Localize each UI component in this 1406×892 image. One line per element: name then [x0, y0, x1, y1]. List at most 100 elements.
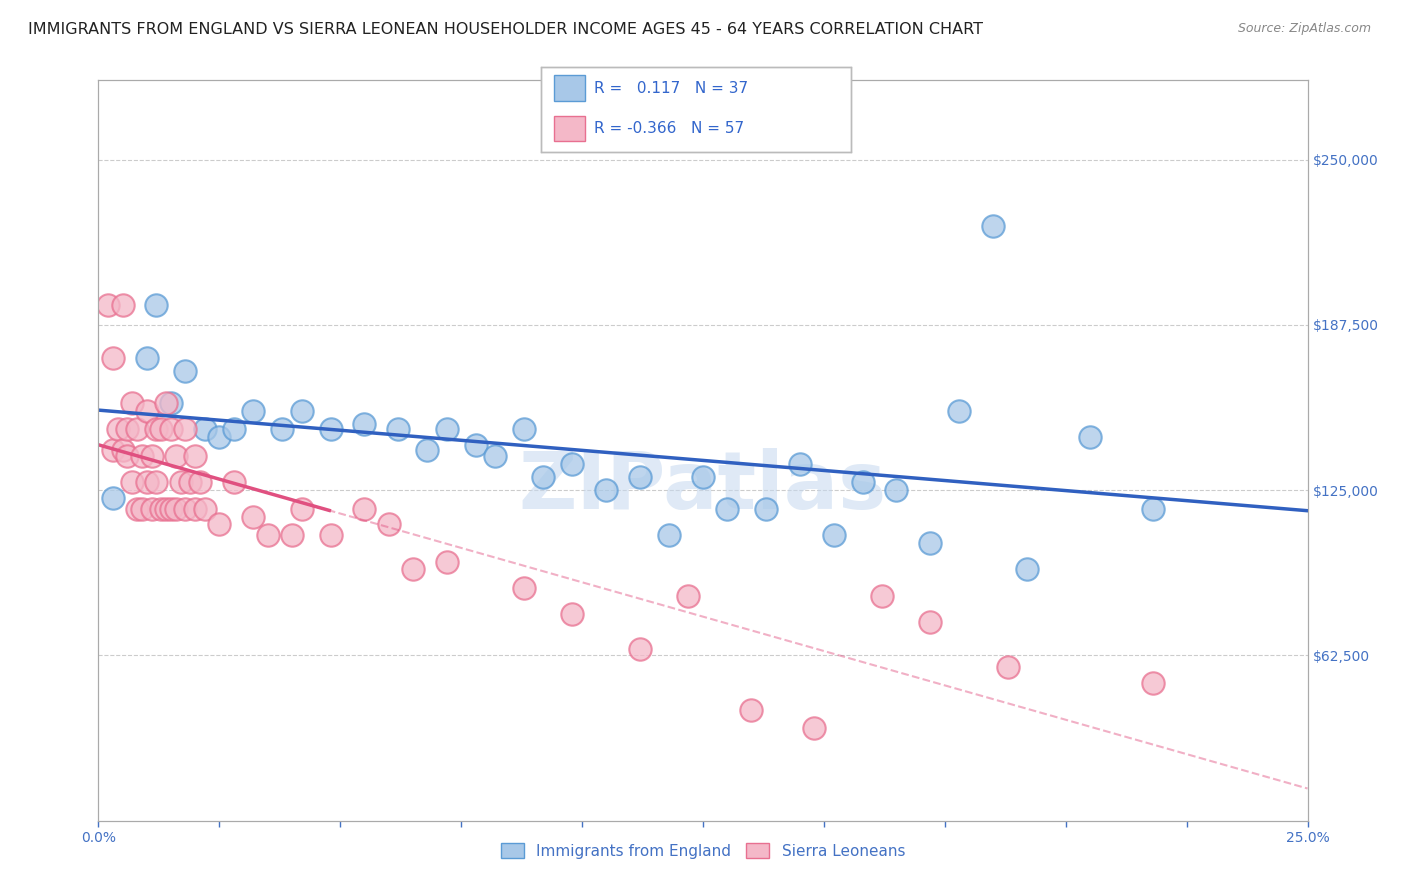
- Point: [948, 404, 970, 418]
- Point: [402, 562, 425, 576]
- Point: [101, 443, 124, 458]
- Point: [436, 422, 458, 436]
- Point: [160, 501, 183, 516]
- Point: [1142, 501, 1164, 516]
- Point: [595, 483, 617, 497]
- Point: [160, 422, 183, 436]
- Point: [117, 449, 139, 463]
- Point: [870, 589, 893, 603]
- Point: [135, 404, 157, 418]
- Point: [169, 475, 191, 490]
- FancyBboxPatch shape: [554, 76, 585, 101]
- Point: [131, 449, 153, 463]
- Point: [242, 404, 264, 418]
- Point: [165, 501, 187, 516]
- Point: [678, 589, 700, 603]
- Point: [222, 422, 245, 436]
- Text: R =   0.117   N = 37: R = 0.117 N = 37: [593, 81, 748, 96]
- Point: [387, 422, 409, 436]
- Point: [981, 219, 1004, 233]
- Point: [755, 501, 778, 516]
- Point: [174, 501, 197, 516]
- Point: [127, 422, 149, 436]
- Point: [852, 475, 875, 490]
- Point: [111, 298, 134, 312]
- Point: [150, 422, 173, 436]
- Point: [803, 721, 825, 735]
- Text: R = -0.366   N = 57: R = -0.366 N = 57: [593, 121, 744, 136]
- Point: [531, 470, 554, 484]
- Point: [513, 581, 536, 595]
- FancyBboxPatch shape: [554, 116, 585, 142]
- Point: [150, 501, 173, 516]
- Point: [155, 501, 177, 516]
- Point: [208, 430, 231, 444]
- Text: Source: ZipAtlas.com: Source: ZipAtlas.com: [1237, 22, 1371, 36]
- Point: [513, 422, 536, 436]
- Point: [789, 457, 811, 471]
- Point: [222, 475, 245, 490]
- Point: [823, 528, 845, 542]
- Point: [160, 396, 183, 410]
- Point: [179, 475, 201, 490]
- Point: [135, 351, 157, 365]
- Point: [242, 509, 264, 524]
- Point: [1142, 676, 1164, 690]
- Point: [145, 298, 167, 312]
- Point: [121, 475, 143, 490]
- Point: [194, 501, 217, 516]
- Point: [97, 298, 120, 312]
- Point: [184, 501, 207, 516]
- Point: [141, 449, 163, 463]
- Point: [194, 422, 217, 436]
- Point: [188, 475, 211, 490]
- Point: [997, 660, 1019, 674]
- Point: [484, 449, 506, 463]
- Point: [271, 422, 294, 436]
- Point: [319, 528, 342, 542]
- Point: [145, 475, 167, 490]
- Point: [174, 364, 197, 378]
- Point: [145, 422, 167, 436]
- Point: [135, 475, 157, 490]
- Point: [561, 607, 583, 622]
- Point: [920, 615, 942, 630]
- Point: [628, 641, 651, 656]
- Point: [165, 449, 187, 463]
- Point: [353, 501, 375, 516]
- Point: [628, 470, 651, 484]
- Point: [141, 501, 163, 516]
- Point: [1078, 430, 1101, 444]
- Point: [117, 422, 139, 436]
- Point: [716, 501, 738, 516]
- Point: [436, 555, 458, 569]
- Point: [101, 491, 124, 505]
- Point: [740, 703, 762, 717]
- Point: [208, 517, 231, 532]
- Text: ZIPatlas: ZIPatlas: [519, 449, 887, 526]
- Point: [658, 528, 681, 542]
- Point: [464, 438, 486, 452]
- Point: [281, 528, 304, 542]
- Point: [111, 443, 134, 458]
- Point: [155, 396, 177, 410]
- Point: [131, 501, 153, 516]
- Point: [127, 501, 149, 516]
- Legend: Immigrants from England, Sierra Leoneans: Immigrants from England, Sierra Leoneans: [495, 837, 911, 865]
- Point: [692, 470, 714, 484]
- Point: [290, 404, 312, 418]
- Point: [886, 483, 908, 497]
- Point: [107, 422, 129, 436]
- Point: [353, 417, 375, 431]
- Point: [256, 528, 278, 542]
- Text: IMMIGRANTS FROM ENGLAND VS SIERRA LEONEAN HOUSEHOLDER INCOME AGES 45 - 64 YEARS : IMMIGRANTS FROM ENGLAND VS SIERRA LEONEA…: [28, 22, 983, 37]
- Point: [920, 536, 942, 550]
- Point: [290, 501, 312, 516]
- Point: [184, 449, 207, 463]
- Point: [1015, 562, 1038, 576]
- Point: [377, 517, 399, 532]
- Point: [174, 422, 197, 436]
- Point: [319, 422, 342, 436]
- Point: [101, 351, 124, 365]
- Point: [121, 396, 143, 410]
